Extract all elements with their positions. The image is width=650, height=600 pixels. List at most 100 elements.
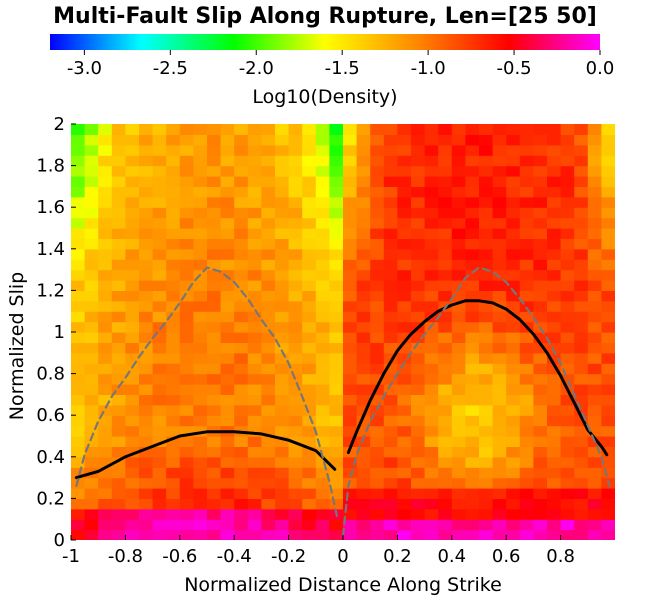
heatmap-cell (465, 477, 480, 489)
heatmap-cell (234, 456, 249, 468)
heatmap-cell (329, 363, 344, 375)
heatmap-cell (356, 446, 371, 458)
heatmap-cell (275, 228, 290, 239)
heatmap-cell (193, 488, 208, 499)
heatmap-cell (288, 300, 303, 312)
heatmap-cell (343, 394, 358, 406)
heatmap-cell (479, 217, 494, 229)
heatmap-cell (315, 477, 330, 489)
heatmap-cell (207, 384, 222, 395)
heatmap-cell (370, 363, 385, 375)
heatmap-cell (315, 144, 330, 156)
heatmap-cell (111, 456, 126, 468)
heatmap-cell (343, 363, 358, 375)
heatmap-cell (152, 176, 167, 187)
heatmap-cell (601, 144, 615, 156)
y-tick-label: 1.4 (36, 239, 65, 260)
heatmap-cell (383, 248, 398, 260)
heatmap-cell (220, 269, 235, 281)
heatmap-cell (411, 144, 426, 156)
heatmap-cell (247, 134, 262, 146)
heatmap-cell (356, 498, 371, 510)
heatmap-cell (587, 238, 602, 250)
heatmap-cell (424, 176, 439, 187)
heatmap-cell (98, 508, 113, 520)
heatmap-cell (574, 269, 589, 281)
heatmap-cell (424, 144, 439, 156)
heatmap-cell (533, 508, 548, 520)
heatmap-cell (451, 248, 466, 260)
heatmap-cell (370, 332, 385, 343)
heatmap-cell (479, 269, 494, 281)
heatmap-cell (207, 321, 222, 333)
heatmap-cell (424, 352, 439, 364)
heatmap-cell (465, 217, 480, 229)
heatmap-cell (383, 124, 398, 135)
heatmap-cell (139, 394, 154, 406)
heatmap-cell (98, 436, 113, 447)
heatmap-cell (288, 467, 303, 479)
heatmap-cell (411, 300, 426, 312)
heatmap-cell (315, 467, 330, 479)
heatmap-cell (329, 311, 344, 323)
heatmap-cell (111, 415, 126, 427)
heatmap-cell (247, 259, 262, 271)
heatmap-cell (193, 498, 208, 510)
heatmap-cell (207, 529, 222, 540)
heatmap-cell (587, 144, 602, 156)
heatmap-cell (397, 446, 412, 458)
heatmap-cell (438, 259, 453, 271)
heatmap-cell (519, 477, 534, 489)
heatmap-cell (234, 207, 249, 219)
heatmap-cell (234, 467, 249, 479)
heatmap-cell (111, 467, 126, 479)
heatmap-cell (547, 280, 562, 291)
heatmap-cell (411, 259, 426, 271)
heatmap-cell (152, 144, 167, 156)
heatmap-cell (98, 207, 113, 219)
heatmap-cell (451, 124, 466, 135)
heatmap-cell (329, 529, 344, 540)
heatmap-cell (465, 508, 480, 520)
heatmap-cell (438, 124, 453, 135)
heatmap-cell (533, 207, 548, 219)
heatmap-cell (84, 384, 99, 395)
heatmap-cell (125, 456, 140, 468)
heatmap-cell (111, 425, 126, 437)
heatmap-cell (519, 415, 534, 427)
heatmap-cell (166, 467, 181, 479)
heatmap-cell (125, 519, 140, 531)
heatmap-cell (111, 124, 126, 135)
heatmap-cell (166, 394, 181, 406)
heatmap-cell (275, 446, 290, 458)
heatmap-cell (288, 488, 303, 499)
heatmap-cell (343, 332, 358, 343)
heatmap-cell (234, 404, 249, 416)
heatmap-cell (451, 176, 466, 187)
heatmap-cell (152, 311, 167, 323)
heatmap-cell (275, 363, 290, 375)
heatmap-cell (261, 186, 276, 198)
colorbar-tick-label: -2.0 (239, 58, 274, 79)
heatmap-cell (397, 519, 412, 531)
heatmap-cell (207, 342, 222, 354)
heatmap-cell (71, 228, 86, 239)
heatmap-cell (397, 300, 412, 312)
heatmap-cell (424, 373, 439, 385)
heatmap-cell (125, 186, 140, 198)
heatmap-cell (234, 228, 249, 239)
heatmap-cell (302, 436, 317, 447)
heatmap-cell (275, 467, 290, 479)
heatmap-cell (261, 238, 276, 250)
heatmap-cell (111, 238, 126, 250)
heatmap-cell (275, 425, 290, 437)
heatmap-cell (302, 352, 317, 364)
heatmap-cell (179, 290, 194, 302)
heatmap-cell (111, 207, 126, 219)
heatmap-cell (193, 415, 208, 427)
heatmap-cell (193, 373, 208, 385)
heatmap-cell (125, 207, 140, 219)
heatmap-cell (574, 165, 589, 177)
heatmap-cell (560, 352, 575, 364)
heatmap-cell (166, 228, 181, 239)
